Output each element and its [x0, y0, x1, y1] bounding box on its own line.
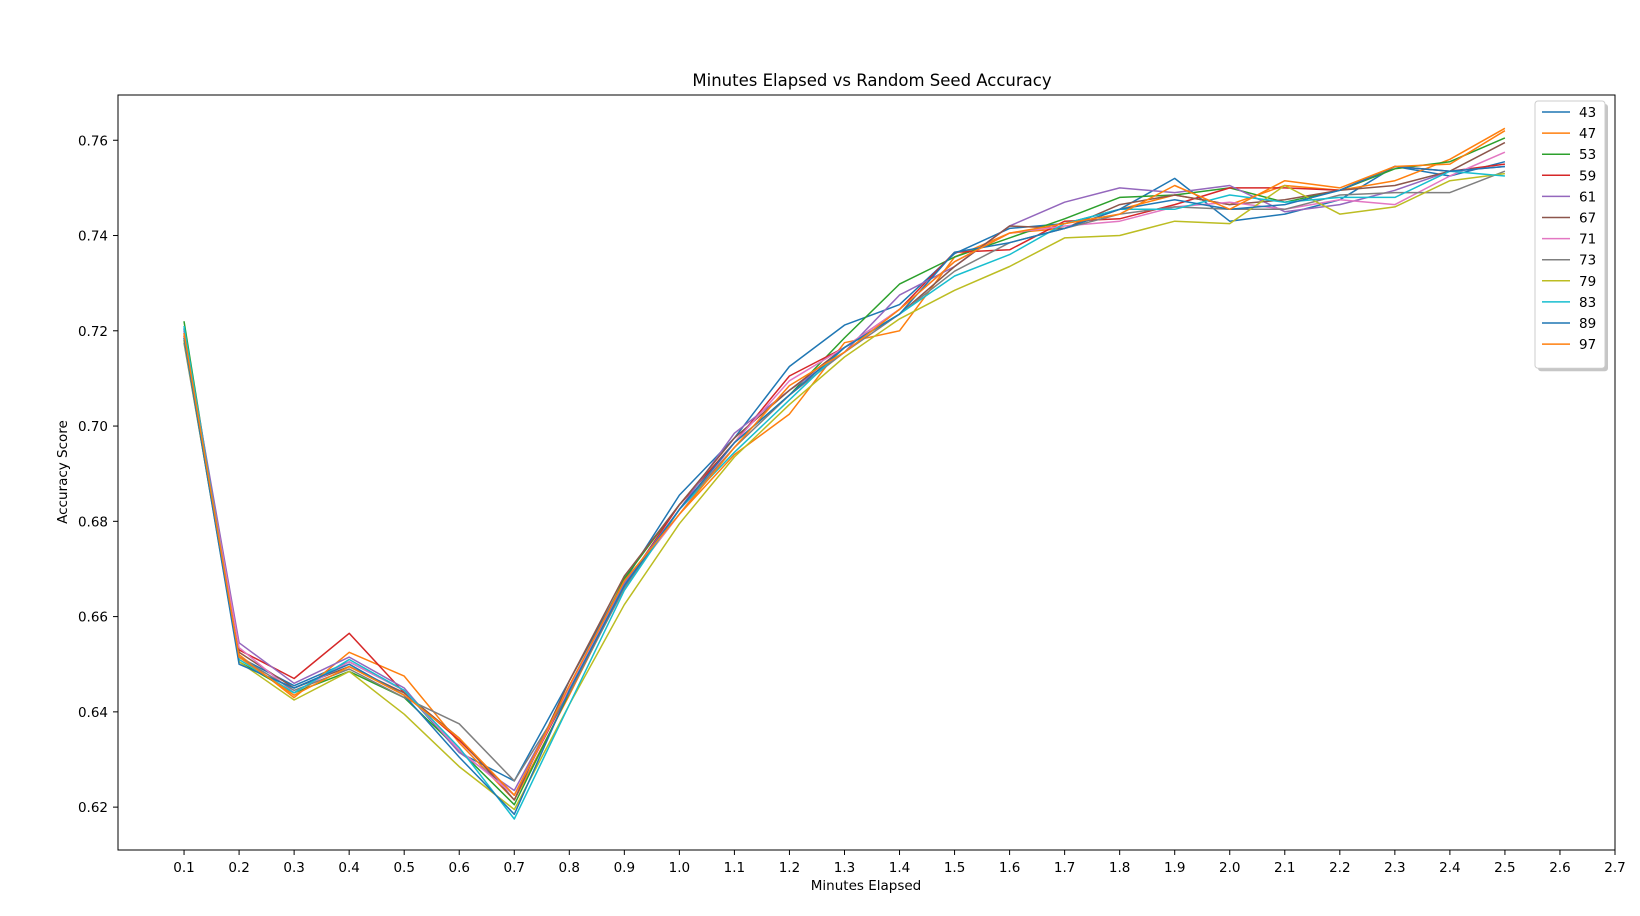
- series-line-79: [183, 172, 1505, 811]
- x-tick-label: 2.4: [1439, 860, 1460, 876]
- x-tick-label: 2.0: [1219, 860, 1240, 876]
- x-tick-label: 0.5: [393, 860, 414, 876]
- y-tick-label: 0.62: [78, 800, 108, 816]
- y-tick-label: 0.66: [78, 610, 108, 626]
- x-tick-label: 1.5: [944, 860, 965, 876]
- legend-label: 53: [1579, 147, 1596, 163]
- y-tick-label: 0.74: [78, 229, 108, 245]
- legend-label: 89: [1579, 316, 1596, 332]
- x-tick-label: 1.9: [1164, 860, 1185, 876]
- x-tick-label: 0.8: [559, 860, 580, 876]
- x-tick-label: 0.4: [338, 860, 359, 876]
- x-tick-label: 1.6: [999, 860, 1020, 876]
- x-tick-label: 1.1: [724, 860, 745, 876]
- legend-label: 79: [1579, 274, 1596, 290]
- x-tick-label: 2.5: [1494, 860, 1515, 876]
- x-tick-label: 2.1: [1274, 860, 1295, 876]
- x-tick-label: 0.6: [448, 860, 469, 876]
- y-tick-label: 0.68: [78, 514, 108, 530]
- x-tick-label: 0.7: [504, 860, 525, 876]
- x-tick-label: 1.0: [669, 860, 690, 876]
- axes-frame: [117, 94, 1616, 851]
- x-tick-label: 0.3: [283, 860, 304, 876]
- x-tick-label: 1.3: [834, 860, 855, 876]
- x-tick-label: 2.6: [1549, 860, 1570, 876]
- x-tick-label: 1.7: [1054, 860, 1075, 876]
- x-tick-label: 1.2: [779, 860, 800, 876]
- x-tick-label: 0.1: [173, 860, 194, 876]
- x-tick-label: 1.4: [889, 860, 910, 876]
- legend-label: 47: [1579, 126, 1596, 142]
- series-line-97: [183, 130, 1506, 796]
- x-tick-label: 2.2: [1329, 860, 1350, 876]
- plot-area: [183, 127, 1506, 820]
- x-axis-label: Minutes Elapsed: [811, 878, 921, 894]
- legend-label: 67: [1579, 211, 1596, 227]
- y-tick-label: 0.72: [78, 324, 108, 340]
- legend-label: 97: [1579, 337, 1596, 353]
- legend-label: 59: [1579, 168, 1596, 184]
- x-tick-label: 2.3: [1384, 860, 1405, 876]
- y-axis-label: Accuracy Score: [55, 420, 71, 524]
- legend-label: 73: [1579, 253, 1596, 269]
- chart-title: Minutes Elapsed vs Random Seed Accuracy: [692, 71, 1051, 90]
- legend-label: 43: [1579, 105, 1596, 121]
- y-tick-label: 0.76: [78, 133, 108, 149]
- legend-label: 71: [1579, 232, 1596, 248]
- x-tick-label: 2.7: [1604, 860, 1625, 876]
- x-axis: 0.1 0.2 0.3 0.4 0.5 0.6 0.7 0.8 0.9 1.0 1.1 1.2 1.3 1…: [173, 850, 1626, 876]
- y-tick-label: 0.64: [78, 705, 108, 721]
- legend-label: 83: [1579, 295, 1596, 311]
- x-tick-label: 1.8: [1109, 860, 1130, 876]
- y-tick-label: 0.70: [78, 419, 108, 435]
- y-axis: 0.62 0.64 0.66 0.68 0.70 0.72 0.74 0.76: [78, 133, 118, 816]
- x-tick-label: 0.9: [614, 860, 635, 876]
- x-tick-label: 0.2: [228, 860, 249, 876]
- legend: 43 47 53 59 61 67 71 73 79 83 89 97: [1534, 100, 1608, 372]
- legend-label: 61: [1579, 189, 1596, 205]
